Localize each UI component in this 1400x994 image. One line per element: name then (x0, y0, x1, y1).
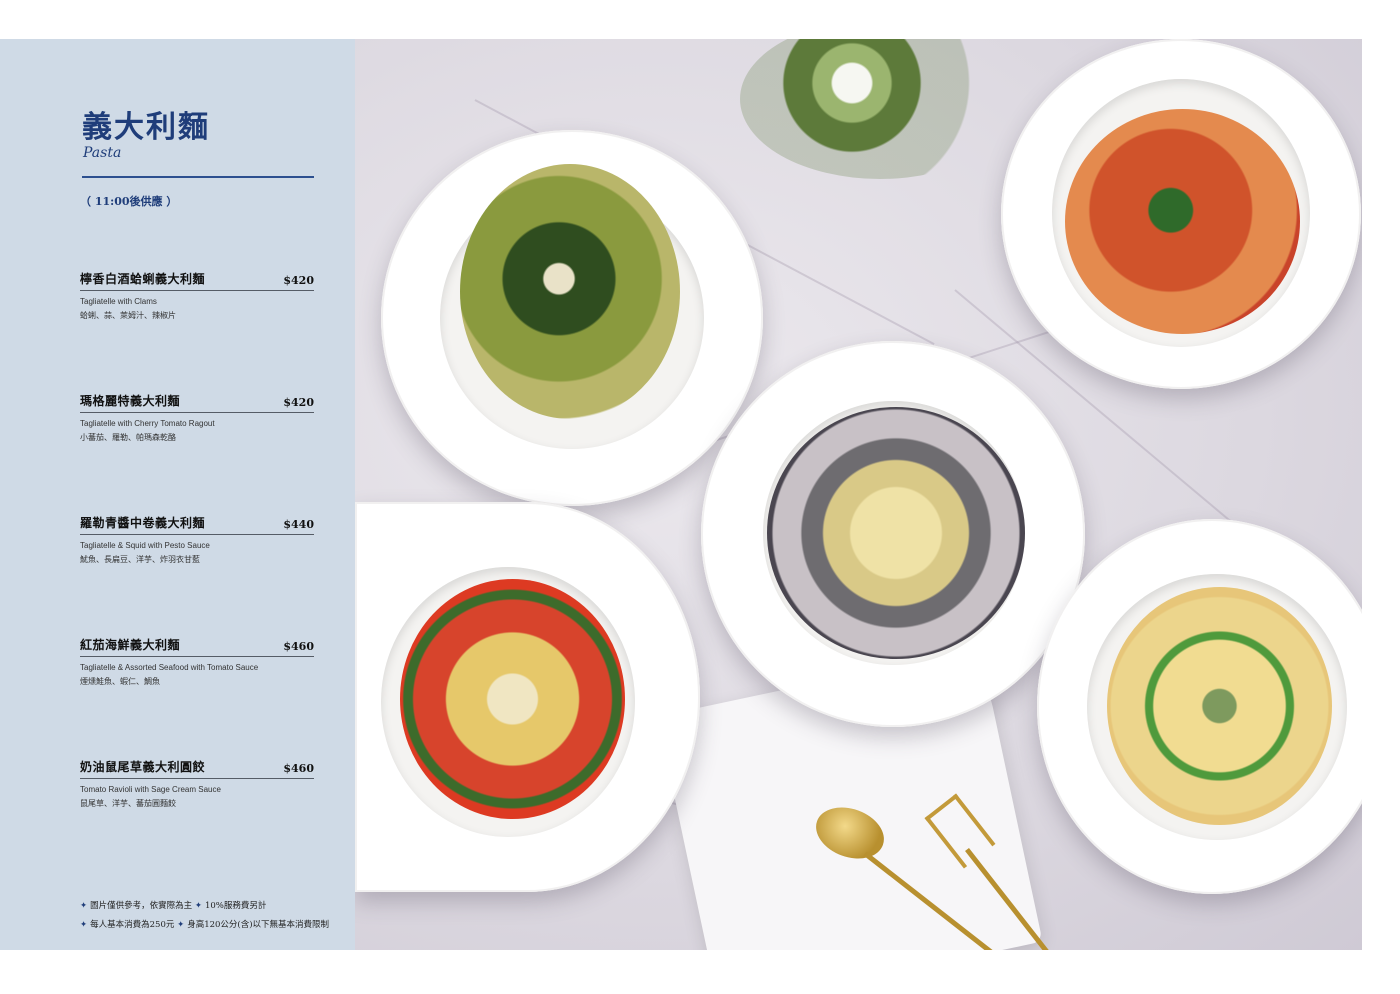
menu-item-ingredients: 鼠尾草、洋芋、蕃茄圓麵餃 (80, 799, 176, 808)
menu-item-header: 瑪格麗特義大利麵 $420 (80, 392, 314, 413)
menu-item-english-name: Tagliatelle & Assorted Seafood with Toma… (80, 663, 259, 672)
tomato-seafood-pasta (1065, 109, 1300, 334)
flower-bouquet (740, 39, 1020, 179)
clam-pasta (767, 407, 1025, 659)
menu-item-name: 檸香白酒蛤蜊義大利麵 (80, 272, 206, 286)
menu-item-price: $460 (283, 762, 314, 775)
menu-item-name: 瑪格麗特義大利麵 (80, 394, 181, 408)
menu-item-header: 檸香白酒蛤蜊義大利麵 $420 (80, 270, 314, 291)
footnote-text: 10%服務費另計 (204, 901, 267, 911)
page-title: 義大利麵 (82, 110, 210, 145)
menu-item-ingredients: 魷魚、長扁豆、洋芋、炸羽衣甘藍 (80, 555, 200, 564)
menu-item: 檸香白酒蛤蜊義大利麵 $420 Tagliatelle with Clams 蛤… (80, 270, 314, 321)
margherita-pasta (400, 579, 625, 819)
menu-item-english-name: Tagliatelle with Cherry Tomato Ragout (80, 419, 215, 428)
menu-item-name: 紅茄海鮮義大利麵 (80, 638, 181, 652)
menu-item: 紅茄海鮮義大利麵 $460 Tagliatelle & Assorted Sea… (80, 636, 314, 687)
menu-item-ingredients: 小蕃茄、羅勒、帕瑪森乾酪 (80, 433, 176, 442)
menu-item-header: 奶油鼠尾草義大利圓餃 $460 (80, 758, 314, 779)
footnote-text: 圖片僅供參考，依實際為主 (90, 901, 193, 911)
star-icon: ✦ (177, 920, 185, 930)
menu-item: 瑪格麗特義大利麵 $420 Tagliatelle with Cherry To… (80, 392, 314, 443)
menu-item-header: 羅勒青醬中卷義大利麵 $440 (80, 514, 314, 535)
title-divider (82, 176, 314, 178)
menu-item-english-name: Tagliatelle with Clams (80, 297, 157, 306)
menu-item-price: $440 (283, 518, 314, 531)
menu-item-ingredients: 煙燻鮭魚、蝦仁、鯛魚 (80, 677, 160, 686)
menu-item-header: 紅茄海鮮義大利麵 $460 (80, 636, 314, 657)
menu-item-price: $420 (283, 274, 314, 287)
menu-panel (0, 39, 355, 950)
star-icon: ✦ (80, 920, 88, 930)
menu-item: 奶油鼠尾草義大利圓餃 $460 Tomato Ravioli with Sage… (80, 758, 314, 809)
footnote-text: 每人基本消費為250元 (90, 920, 175, 930)
pesto-pasta (460, 164, 680, 419)
star-icon: ✦ (194, 901, 202, 911)
menu-item-english-name: Tomato Ravioli with Sage Cream Sauce (80, 785, 221, 794)
footnote-line: ✦ 每人基本消費為250元 ✦ 身高120公分(含)以下無基本消費限制 (80, 916, 329, 935)
menu-item: 羅勒青醬中卷義大利麵 $440 Tagliatelle & Squid with… (80, 514, 314, 565)
menu-item-ingredients: 蛤蜊、蒜、萊姆汁、辣椒片 (80, 311, 176, 320)
footnotes: ✦ 圖片僅供參考，依實際為主 ✦ 10%服務費另計 ✦ 每人基本消費為250元 ✦ 身高… (80, 897, 329, 935)
menu-item-price: $420 (283, 396, 314, 409)
food-photo (355, 39, 1362, 950)
footnote-line: ✦ 圖片僅供參考，依實際為主 ✦ 10%服務費另計 (80, 897, 329, 916)
menu-item-english-name: Tagliatelle & Squid with Pesto Sauce (80, 541, 210, 550)
menu-item-name: 羅勒青醬中卷義大利麵 (80, 516, 206, 530)
page-subtitle: Pasta (83, 145, 122, 161)
serving-hours: （ 11:00後供應 ） (80, 195, 178, 208)
sage-ravioli (1107, 587, 1332, 825)
menu-item-name: 奶油鼠尾草義大利圓餃 (80, 760, 206, 774)
footnote-text: 身高120公分(含)以下無基本消費限制 (187, 920, 330, 930)
menu-item-price: $460 (283, 640, 314, 653)
star-icon: ✦ (80, 901, 88, 911)
